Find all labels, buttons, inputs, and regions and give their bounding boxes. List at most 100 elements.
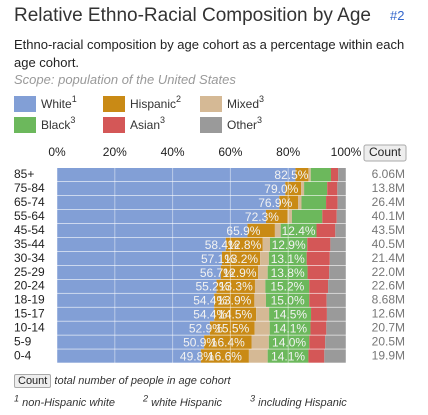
bar-segment bbox=[329, 265, 346, 279]
bar-segment bbox=[336, 209, 346, 224]
legend-label: Black3 bbox=[41, 115, 75, 132]
bar-segment bbox=[267, 265, 308, 279]
bar-segment bbox=[268, 335, 310, 349]
value-label: 79.0% bbox=[264, 182, 298, 196]
count-label: 43.5M bbox=[372, 223, 405, 237]
value-label: 12.8% bbox=[227, 238, 261, 252]
bar-segment bbox=[326, 307, 346, 321]
x-tick-label: 40% bbox=[161, 145, 185, 159]
bar-segment bbox=[287, 209, 292, 224]
bar-segment bbox=[326, 293, 346, 307]
count-label: 26.4M bbox=[372, 195, 405, 209]
bar-segment bbox=[309, 335, 326, 349]
value-label: 15.5% bbox=[215, 322, 249, 336]
note-text: including Hispanic bbox=[258, 396, 347, 409]
bar-segment bbox=[310, 168, 331, 182]
bar-segment bbox=[306, 251, 330, 266]
bar-segment bbox=[337, 181, 346, 196]
legend-swatch bbox=[103, 117, 125, 133]
bar-segment bbox=[57, 195, 280, 210]
legend-name: White bbox=[41, 97, 72, 111]
legend-swatch bbox=[200, 96, 222, 112]
value-label: 14.1% bbox=[273, 322, 307, 336]
legend-name: Black bbox=[41, 118, 71, 132]
legend-label: Mixed3 bbox=[227, 94, 264, 111]
y-tick-label: 15-17 bbox=[14, 307, 45, 321]
bar-segment bbox=[329, 251, 346, 266]
bar-segment bbox=[310, 321, 327, 335]
bar-segment bbox=[57, 251, 223, 266]
y-tick-label: 75-84 bbox=[14, 181, 45, 195]
bar-segment bbox=[330, 237, 346, 252]
value-label: 49.8% bbox=[180, 349, 214, 363]
legend-name: Hispanic bbox=[130, 97, 176, 111]
value-label: 13.9% bbox=[217, 294, 251, 308]
link[interactable]: #2 bbox=[390, 8, 405, 23]
bar-segment bbox=[248, 349, 268, 363]
bar-segment bbox=[204, 335, 252, 349]
count-label: 20.7M bbox=[372, 321, 405, 335]
bar-segment bbox=[269, 237, 308, 252]
bar-segment bbox=[307, 237, 331, 252]
bar-segment bbox=[337, 195, 346, 210]
count-label: 12.6M bbox=[372, 307, 405, 321]
value-label: 15.2% bbox=[270, 280, 304, 294]
notes: 1 non-Hispanic white 2 white Hispanic 3 inclu… bbox=[14, 393, 375, 409]
x-tick-label: 0% bbox=[48, 145, 66, 159]
bar-segment bbox=[311, 307, 327, 321]
bar-segment bbox=[265, 293, 310, 307]
legend-label: White1 bbox=[41, 94, 77, 111]
bar-segment bbox=[57, 335, 205, 349]
legend-note: 3 bbox=[160, 115, 165, 125]
bar-segment bbox=[254, 293, 266, 307]
value-label: 13.8% bbox=[271, 266, 305, 280]
bar-segment bbox=[57, 321, 210, 335]
value-label: 54.4% bbox=[193, 308, 227, 322]
bar-segment bbox=[57, 265, 221, 279]
value-label: 76.9% bbox=[258, 196, 292, 210]
bar-segment bbox=[304, 181, 328, 196]
bar-segment bbox=[325, 335, 346, 349]
bar-segment bbox=[330, 168, 339, 182]
count-button[interactable]: Count bbox=[14, 374, 52, 388]
legend-swatch bbox=[200, 117, 222, 133]
legend-name: Other bbox=[227, 118, 257, 132]
bar-segment bbox=[326, 195, 338, 210]
legend-swatch bbox=[103, 96, 125, 112]
count-label: 20.5M bbox=[372, 335, 405, 349]
bar-segment bbox=[338, 168, 346, 182]
count-label: 19.9M bbox=[372, 348, 405, 362]
legend-note: 2 bbox=[176, 94, 181, 104]
value-label: 12.4% bbox=[282, 224, 316, 238]
value-label: 14.1% bbox=[271, 349, 305, 363]
bar-segment bbox=[57, 209, 266, 224]
bar-segment bbox=[309, 293, 327, 307]
legend-note: 1 bbox=[72, 94, 77, 104]
value-label: 14.5% bbox=[273, 308, 307, 322]
legend-label: Asian3 bbox=[130, 115, 165, 132]
legend-note: 3 bbox=[70, 115, 75, 125]
value-label: 13.3% bbox=[219, 280, 253, 294]
bar-segment bbox=[262, 237, 270, 252]
legend-swatch bbox=[14, 117, 36, 133]
bar-segment bbox=[328, 279, 346, 293]
x-tick-label: 100% bbox=[331, 145, 362, 159]
note: 3 including Hispanic bbox=[250, 393, 361, 409]
note-mark: 1 bbox=[14, 393, 20, 403]
value-label: 15.0% bbox=[271, 294, 305, 308]
legend-name: Asian bbox=[130, 118, 160, 132]
bar-segment bbox=[295, 168, 309, 182]
value-label: 50.9% bbox=[183, 336, 217, 350]
bar-segment bbox=[57, 349, 201, 363]
count-button[interactable] bbox=[363, 144, 407, 162]
y-tick-label: 20-24 bbox=[14, 279, 45, 293]
count-label: 8.68M bbox=[372, 293, 405, 307]
legend-label: Hispanic2 bbox=[130, 94, 181, 111]
bar-segment bbox=[214, 293, 255, 307]
bar-segment bbox=[200, 349, 249, 363]
scope: Scope: population of the United States bbox=[14, 72, 236, 87]
value-label: 55.2% bbox=[196, 280, 230, 294]
bar-segment bbox=[267, 349, 309, 363]
